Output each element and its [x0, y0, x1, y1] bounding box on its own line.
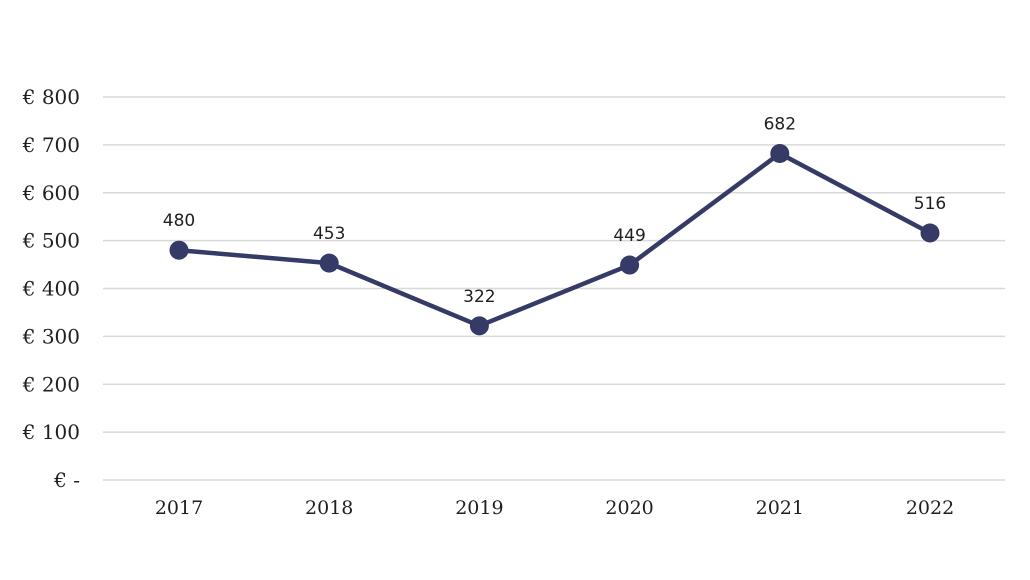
series-line [176, 151, 933, 329]
y-tick-label: € 300 [22, 324, 80, 348]
x-tick-label: 2017 [155, 497, 203, 519]
y-tick-label: € 100 [22, 420, 80, 444]
data-point-2021 [770, 143, 790, 163]
y-axis: € - € 100 € 200 € 300 € 400 € 500 € 600 € 700 € … [22, 85, 80, 492]
data-label-2020: 449 [613, 226, 645, 246]
y-tick-label: € 200 [22, 372, 80, 396]
data-label-2017: 480 [163, 211, 195, 231]
data-label-2019: 322 [463, 287, 495, 307]
data-point-2019 [469, 316, 489, 336]
y-tick-label: € - [53, 468, 80, 492]
x-tick-label: 2021 [756, 497, 804, 519]
x-tick-label: 2019 [455, 497, 503, 519]
data-point-2017 [169, 240, 189, 260]
data-labels: 480 453 322 449 682 516 [163, 114, 946, 306]
y-tick-label: € 400 [22, 277, 80, 301]
data-point-2018 [319, 253, 339, 273]
y-tick-label: € 800 [22, 85, 80, 109]
x-tick-label: 2018 [305, 497, 353, 519]
data-label-2022: 516 [914, 194, 946, 214]
x-axis: 2017 2018 2019 2020 2021 2022 [155, 497, 954, 519]
data-point-2022 [920, 223, 940, 243]
x-tick-label: 2022 [906, 497, 954, 519]
y-tick-label: € 500 [22, 229, 80, 253]
x-tick-label: 2020 [605, 497, 653, 519]
data-point-2020 [620, 255, 640, 275]
y-tick-label: € 600 [22, 181, 80, 205]
grid-lines [103, 96, 1005, 481]
series-polyline [176, 151, 933, 329]
data-label-2021: 682 [764, 114, 796, 134]
data-label-2018: 453 [313, 224, 345, 244]
y-tick-label: € 700 [22, 133, 80, 157]
series-points [169, 143, 940, 336]
